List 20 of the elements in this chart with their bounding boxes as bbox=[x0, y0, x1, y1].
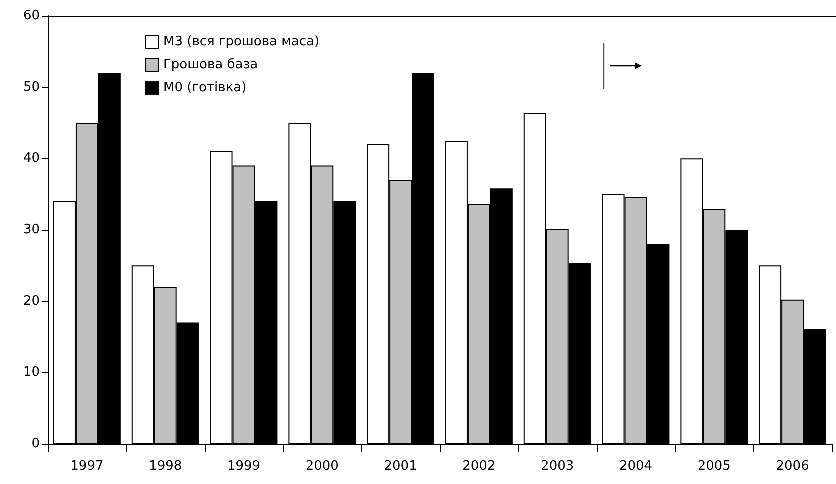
x-tick-label: 2001 bbox=[384, 459, 418, 474]
x-tick-label: 1997 bbox=[70, 459, 104, 474]
x-tick-label: 1998 bbox=[149, 459, 182, 474]
x-tick-label: 2003 bbox=[541, 459, 574, 474]
y-tick-label: 0 bbox=[32, 436, 40, 452]
x-tick-label: 2005 bbox=[698, 459, 731, 474]
x-tick-label: 2000 bbox=[306, 459, 339, 474]
x-tick-label: 1999 bbox=[227, 459, 261, 474]
y-tick-label: 40 bbox=[23, 151, 40, 166]
x-tick-label: 2002 bbox=[462, 459, 496, 474]
y-tick-label: 20 bbox=[23, 294, 40, 309]
legend-label: Грошова база bbox=[164, 58, 258, 72]
legend-label: M0 (готівка) bbox=[164, 80, 247, 96]
y-tick-label: 60 bbox=[23, 8, 40, 24]
y-tick-label: 30 bbox=[23, 222, 40, 238]
x-tick-label: 2004 bbox=[619, 459, 653, 474]
y-tick-label: 50 bbox=[23, 80, 40, 95]
legend-label: M3 (вся грошова маса) bbox=[164, 34, 320, 50]
y-tick-label: 10 bbox=[23, 365, 40, 380]
x-tick-label: 2006 bbox=[776, 459, 810, 474]
